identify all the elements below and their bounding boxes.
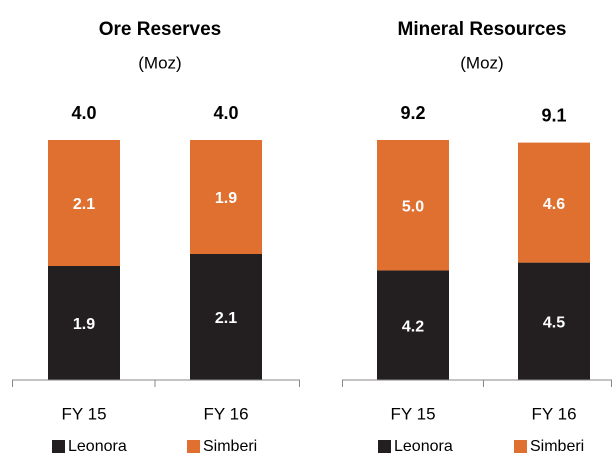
bar-segment [48, 266, 120, 380]
bar-segment [518, 142, 590, 263]
legend-label: Leonora [394, 438, 453, 455]
legend-swatch [378, 440, 391, 453]
segment-label: 4.2 [402, 318, 424, 335]
bar-segment [518, 262, 590, 380]
total-label: 9.1 [541, 105, 566, 125]
chart-title: Ore Reserves [99, 19, 222, 40]
legend-label: Simberi [530, 438, 584, 455]
segment-label: 1.9 [73, 316, 95, 333]
bar-segment [48, 140, 120, 266]
total-label: 9.2 [400, 103, 425, 123]
x-tick-label: FY 16 [203, 404, 248, 423]
bar-segment [377, 140, 449, 271]
x-tick-label: FY 15 [61, 404, 106, 423]
total-label: 4.0 [71, 103, 96, 123]
bar-segment [190, 140, 262, 254]
chart-subtitle: (Moz) [138, 53, 181, 72]
legend-label: Simberi [203, 438, 257, 455]
x-tick-label: FY 16 [531, 404, 576, 423]
legend-label: Leonora [68, 438, 127, 455]
legend-swatch [514, 440, 527, 453]
segment-label: 4.5 [543, 315, 565, 332]
segment-label: 2.1 [215, 310, 237, 327]
segment-label: 2.1 [73, 196, 95, 213]
chart-subtitle: (Moz) [460, 53, 503, 72]
chart-title: Mineral Resources [398, 19, 567, 40]
legend-swatch [52, 440, 65, 453]
x-tick-label: FY 15 [390, 404, 435, 423]
legend-swatch [187, 440, 200, 453]
segment-label: 1.9 [215, 190, 237, 207]
bar-segment [190, 254, 262, 380]
bar-segment [377, 270, 449, 380]
segment-label: 5.0 [402, 198, 424, 215]
total-label: 4.0 [213, 103, 238, 123]
segment-label: 4.6 [543, 196, 565, 213]
